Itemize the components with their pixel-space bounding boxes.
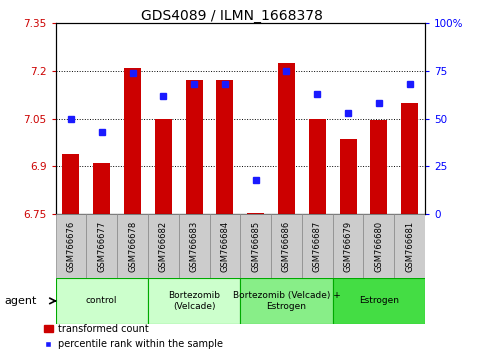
Text: GSM766683: GSM766683: [190, 221, 199, 272]
Bar: [302, 214, 333, 278]
Bar: [394, 214, 425, 278]
Bar: [124, 68, 141, 214]
Bar: [309, 119, 326, 214]
Bar: [56, 278, 148, 324]
Text: GSM766677: GSM766677: [97, 221, 106, 272]
Bar: [340, 139, 356, 214]
Text: GSM766687: GSM766687: [313, 221, 322, 272]
Bar: [333, 278, 425, 324]
Bar: [216, 80, 233, 214]
Bar: [179, 214, 210, 278]
Text: GSM766685: GSM766685: [251, 221, 260, 272]
Text: Estrogen: Estrogen: [359, 296, 399, 306]
Text: GSM766684: GSM766684: [220, 221, 229, 272]
Text: GSM766678: GSM766678: [128, 221, 137, 272]
Text: GSM766679: GSM766679: [343, 221, 353, 272]
Bar: [56, 214, 86, 278]
Bar: [185, 80, 202, 214]
Bar: [240, 214, 271, 278]
Bar: [247, 213, 264, 214]
Bar: [62, 154, 79, 214]
Text: GSM766686: GSM766686: [282, 221, 291, 272]
Text: Bortezomib (Velcade) +
Estrogen: Bortezomib (Velcade) + Estrogen: [233, 291, 341, 310]
Bar: [93, 163, 110, 214]
Bar: [364, 214, 394, 278]
Bar: [148, 278, 241, 324]
Text: agent: agent: [5, 296, 37, 306]
Bar: [148, 214, 179, 278]
Text: GDS4089 / ILMN_1668378: GDS4089 / ILMN_1668378: [141, 9, 323, 23]
Bar: [117, 214, 148, 278]
Text: GSM766680: GSM766680: [374, 221, 384, 272]
Text: GSM766682: GSM766682: [159, 221, 168, 272]
Bar: [240, 278, 333, 324]
Bar: [86, 214, 117, 278]
Bar: [333, 214, 364, 278]
Bar: [210, 214, 240, 278]
Bar: [401, 103, 418, 214]
Bar: [278, 63, 295, 214]
Text: control: control: [86, 296, 117, 306]
Text: GSM766676: GSM766676: [67, 221, 75, 272]
Text: GSM766681: GSM766681: [405, 221, 414, 272]
Bar: [370, 120, 387, 214]
Text: Bortezomib
(Velcade): Bortezomib (Velcade): [168, 291, 220, 310]
Bar: [155, 119, 172, 214]
Legend: transformed count, percentile rank within the sample: transformed count, percentile rank withi…: [43, 324, 223, 349]
Bar: [271, 214, 302, 278]
